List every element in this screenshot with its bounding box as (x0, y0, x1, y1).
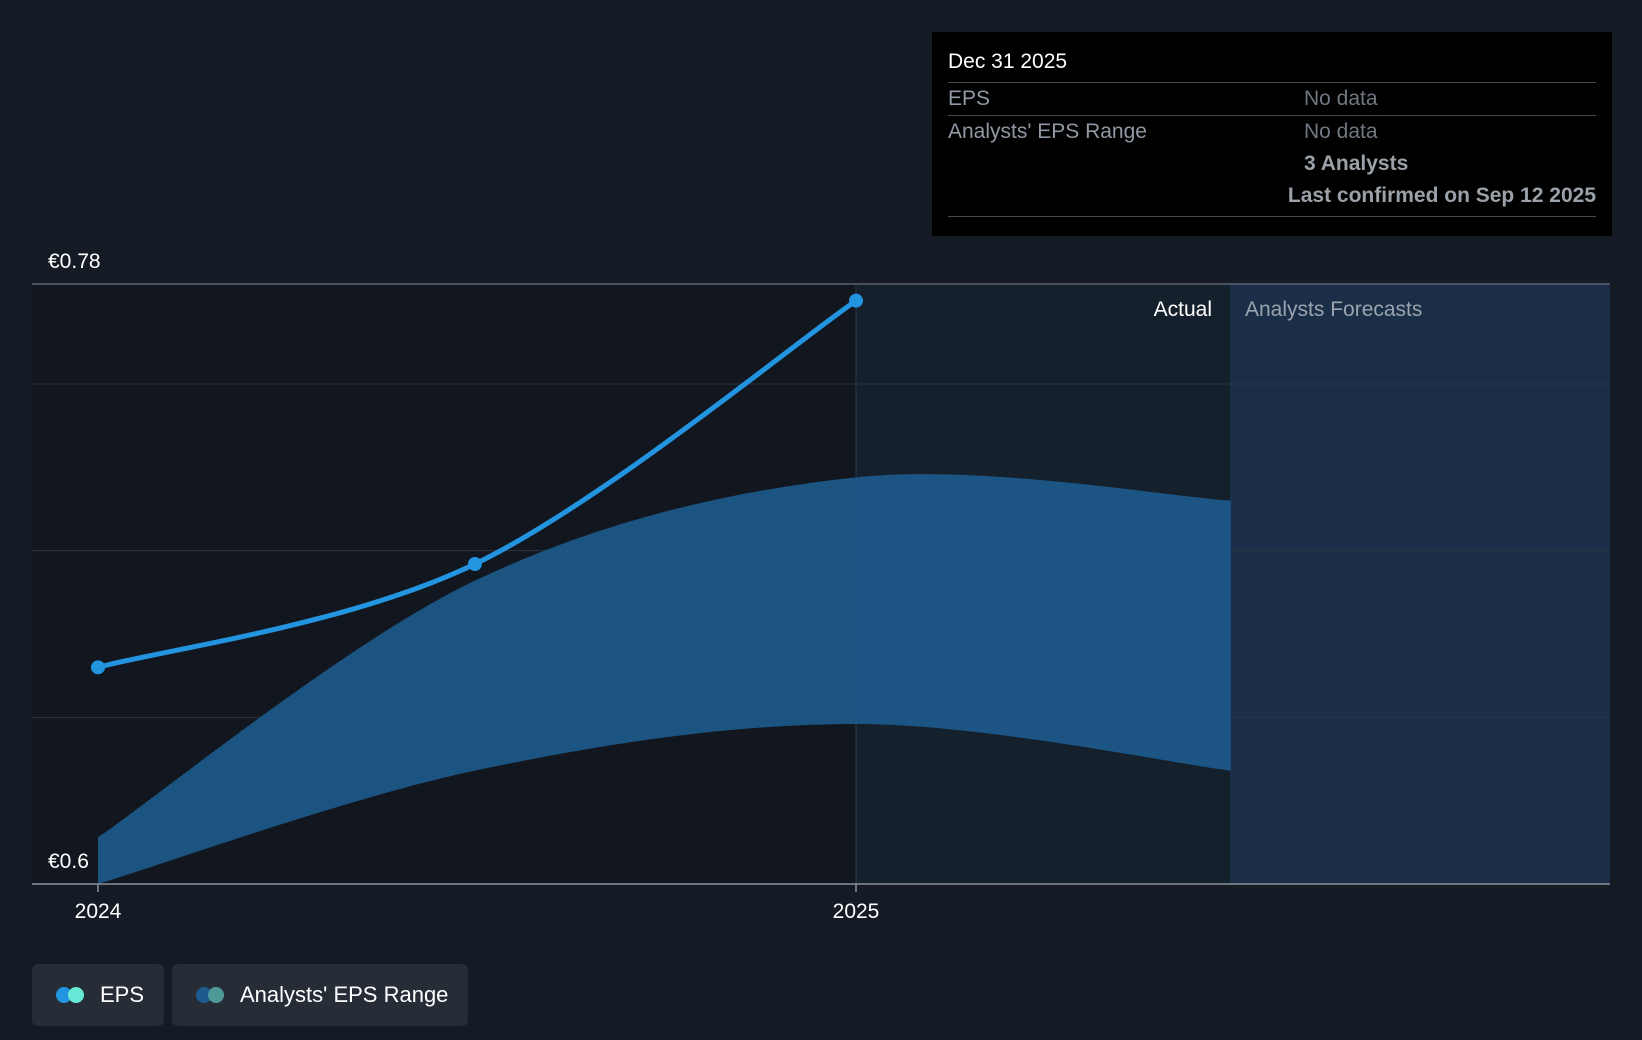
tooltip-analysts-row: 3 Analysts (948, 148, 1596, 180)
legend-eps-label: EPS (100, 982, 145, 1007)
y-tick-label-top: €0.78 (48, 250, 101, 273)
eps-point[interactable] (849, 293, 863, 308)
forecast-label: Analysts Forecasts (1245, 298, 1422, 321)
tooltip-range-row: Analysts' EPS Range No data (948, 116, 1596, 148)
tooltip-range-value: No data (1304, 120, 1378, 143)
x-tick-label-2025: 2025 (833, 900, 880, 923)
eps-point[interactable] (91, 660, 105, 675)
eps-point[interactable] (467, 557, 482, 571)
x-tick-label-2024: 2024 (75, 900, 122, 923)
forecast-region (1230, 284, 1610, 884)
tooltip-eps-row: EPS No data (948, 83, 1596, 116)
legend-eps-range[interactable]: Analysts' EPS Range (172, 964, 468, 1026)
eps-range-area (98, 474, 1231, 884)
legend-range-label: Analysts' EPS Range (240, 982, 449, 1007)
hover-tooltip: Dec 31 2025 EPS No data Analysts' EPS Ra… (932, 32, 1612, 236)
y-tick-label-bottom: €0.6 (48, 850, 89, 873)
tooltip-eps-label: EPS (948, 87, 991, 110)
tooltip-confirmed-row: Last confirmed on Sep 12 2025 (948, 180, 1596, 217)
eps-legend-icon (56, 987, 88, 1003)
tooltip-eps-value: No data (1304, 87, 1378, 110)
tooltip-last-confirmed: Last confirmed on Sep 12 2025 (1287, 184, 1596, 207)
eps-range-legend-icon (196, 987, 228, 1003)
tooltip-analysts: 3 Analysts (1304, 152, 1409, 175)
tooltip-date: Dec 31 2025 (948, 46, 1596, 83)
legend-eps[interactable]: EPS (32, 964, 164, 1026)
actual-label: Actual (1154, 298, 1212, 321)
tooltip-range-label: Analysts' EPS Range (948, 120, 1147, 143)
